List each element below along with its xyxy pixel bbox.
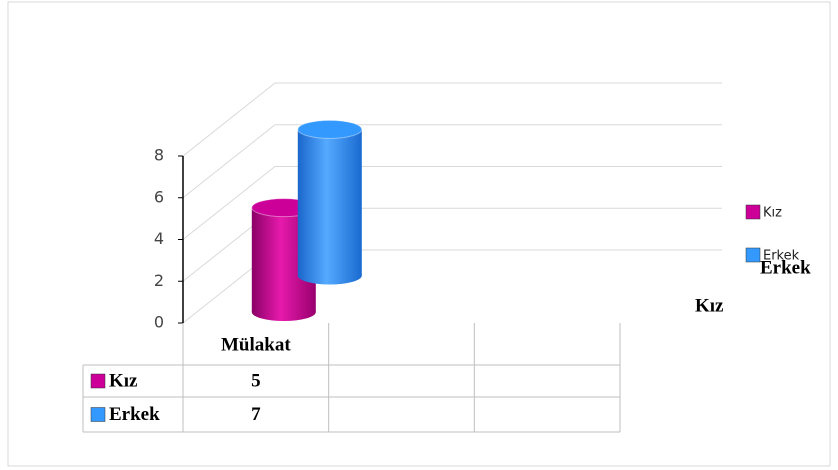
y-tick-label: 8	[154, 146, 164, 165]
table-legend-key	[90, 373, 106, 389]
table-row-label: Erkek	[109, 404, 160, 425]
grid-line	[182, 82, 722, 157]
table-row-label: Kız	[109, 370, 138, 391]
bar-top	[297, 119, 363, 139]
table-value: 5	[251, 370, 261, 391]
table-header: Mülakat	[221, 334, 291, 355]
legend-label: Erkek	[763, 249, 800, 264]
y-tick-label: 0	[154, 313, 164, 332]
depth-label: Erkek	[760, 257, 811, 278]
table-value: 7	[251, 404, 261, 425]
y-tick-label: 4	[154, 229, 164, 248]
legend-label: Kız	[763, 206, 782, 221]
legend-key	[745, 247, 761, 263]
legend-key	[745, 204, 761, 220]
y-tick-label: 6	[154, 187, 164, 206]
depth-label: Kız	[695, 295, 724, 316]
table-legend-key	[90, 407, 106, 422]
grid-line	[182, 124, 722, 199]
chart-frame	[7, 1, 831, 467]
y-tick-label: 2	[154, 271, 164, 290]
bar	[297, 129, 362, 276]
grid-line	[182, 166, 722, 240]
